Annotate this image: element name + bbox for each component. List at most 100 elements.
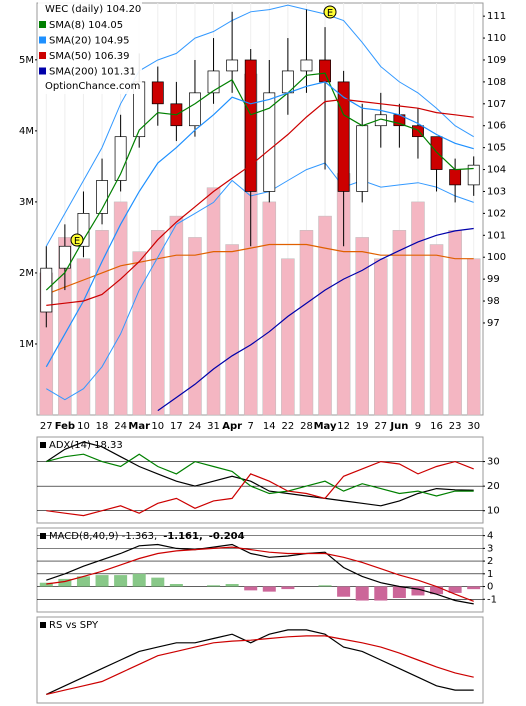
volume-bar bbox=[374, 258, 388, 416]
panel-frame bbox=[36, 436, 484, 524]
histogram-bar bbox=[225, 584, 239, 587]
legend-swatch bbox=[39, 67, 46, 75]
candle-body bbox=[226, 59, 239, 72]
line bbox=[46, 629, 474, 695]
volume-bar bbox=[262, 201, 277, 416]
x-tick-label: 18 bbox=[96, 421, 109, 432]
x-tick-label: 9 bbox=[415, 421, 421, 432]
x-tick-label: 10 bbox=[151, 421, 164, 432]
histogram-bar bbox=[374, 586, 388, 601]
x-tick-label: 28 bbox=[300, 421, 313, 432]
x-tick-label: 7 bbox=[248, 421, 254, 432]
volume-bar bbox=[132, 251, 146, 416]
legend-swatch bbox=[39, 36, 46, 44]
candle-body bbox=[96, 180, 108, 214]
candle-body bbox=[207, 70, 220, 94]
x-tick-label: Feb bbox=[55, 421, 75, 432]
event-marker bbox=[70, 233, 84, 247]
candle-body bbox=[319, 59, 331, 83]
volume-bar bbox=[466, 258, 481, 416]
line bbox=[46, 543, 474, 605]
x-tick-label: 22 bbox=[282, 421, 295, 432]
x-tick-label: Mar bbox=[128, 421, 150, 432]
volume-bar bbox=[411, 201, 425, 416]
volume-bar bbox=[355, 237, 369, 416]
histogram-bar bbox=[262, 586, 276, 592]
volume-bar bbox=[392, 230, 407, 416]
x-tick-label: 31 bbox=[207, 421, 220, 432]
y-tick-label: 2M bbox=[19, 268, 34, 279]
line bbox=[46, 635, 474, 695]
candle-body bbox=[300, 59, 313, 72]
volume-bar bbox=[76, 258, 91, 416]
line bbox=[46, 453, 474, 497]
x-tick-label: 24 bbox=[189, 421, 202, 432]
x-tick-label: 27 bbox=[374, 421, 387, 432]
panel-frame bbox=[36, 616, 484, 704]
candle-body bbox=[412, 125, 424, 138]
y-tick-label: 106 bbox=[487, 121, 506, 132]
y-tick-label: 98 bbox=[487, 296, 500, 307]
histogram-bar bbox=[392, 586, 406, 598]
x-tick-label: 12 bbox=[337, 421, 350, 432]
candle-body bbox=[114, 136, 127, 181]
histogram-bar bbox=[337, 586, 351, 597]
legend-swatch bbox=[39, 52, 46, 59]
event-label: E bbox=[74, 236, 80, 247]
panel-label: -0.204 bbox=[209, 531, 245, 542]
line bbox=[46, 162, 474, 401]
candle-body bbox=[58, 245, 71, 269]
volume-bar bbox=[281, 258, 295, 416]
volume-bar bbox=[225, 244, 239, 416]
line bbox=[45, 81, 474, 368]
watermark: OptionChance.com bbox=[45, 81, 140, 92]
panel-label: -1.161, bbox=[163, 531, 203, 542]
panel-frame bbox=[36, 2, 484, 416]
histogram-bar bbox=[244, 586, 258, 591]
x-tick-label: 17 bbox=[170, 421, 183, 432]
candle-body bbox=[467, 164, 480, 186]
histogram-bar bbox=[58, 578, 72, 587]
candle-body bbox=[151, 81, 164, 105]
legend-swatch bbox=[40, 622, 46, 628]
legend-entry: SMA(50) 106.39 bbox=[49, 51, 130, 62]
y-tick-label: 110 bbox=[487, 33, 506, 44]
x-tick-label: 10 bbox=[77, 421, 90, 432]
candle-body bbox=[337, 81, 350, 192]
y-tick-label: 97 bbox=[487, 318, 500, 329]
candle-body bbox=[449, 169, 462, 186]
histogram-bar bbox=[169, 584, 183, 587]
x-tick-label: Apr bbox=[222, 421, 242, 432]
candle-body bbox=[189, 92, 201, 127]
x-tick-label: 30 bbox=[467, 421, 480, 432]
histogram-bar bbox=[430, 586, 444, 595]
y-tick-label: 105 bbox=[487, 143, 506, 154]
y-tick-label: 108 bbox=[487, 77, 506, 88]
y-tick-label: 1M bbox=[19, 339, 34, 350]
histogram-bar bbox=[76, 576, 90, 587]
histogram-bar bbox=[467, 586, 481, 590]
y-tick-label: 3M bbox=[19, 197, 34, 208]
histogram-bar bbox=[355, 586, 369, 601]
x-tick-label: 14 bbox=[263, 421, 276, 432]
volume-bar bbox=[95, 230, 109, 416]
legend-entry: SMA(200) 101.31 bbox=[49, 67, 136, 78]
y-tick-label: 4M bbox=[19, 126, 34, 137]
candle-body bbox=[244, 59, 257, 192]
legend-box bbox=[38, 2, 142, 94]
y-tick-label: 107 bbox=[487, 99, 506, 110]
panel-label: ADX(14) 18.33 bbox=[49, 440, 123, 451]
histogram-bar bbox=[132, 573, 146, 587]
panel-label: RS vs SPY bbox=[49, 620, 99, 631]
x-tick-label: 23 bbox=[449, 421, 462, 432]
histogram-bar bbox=[207, 585, 221, 587]
volume-bar bbox=[169, 215, 184, 416]
line bbox=[45, 72, 474, 291]
panel-label: MACD(8,40,9) -1.363, bbox=[49, 531, 157, 542]
y-tick-label: 109 bbox=[487, 55, 506, 66]
line bbox=[46, 243, 474, 295]
x-tick-label: 24 bbox=[114, 421, 127, 432]
y-tick-label: 4 bbox=[487, 531, 493, 542]
volume-bar bbox=[429, 244, 444, 416]
